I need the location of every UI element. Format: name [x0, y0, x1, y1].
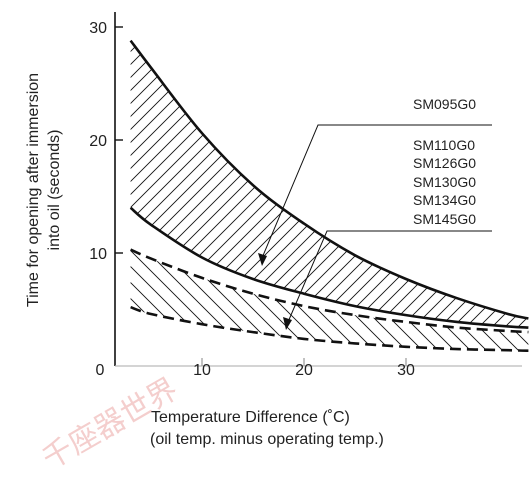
hatch-line [483, 40, 529, 328]
x-ticks: 0 10 20 30 [96, 358, 415, 379]
y-axis-title-line-2: into oil (seconds) [46, 130, 63, 251]
series-1-upper-curve [129, 39, 529, 320]
legend-label: SM134G0 [413, 192, 476, 208]
hatch-line [249, 40, 529, 328]
y-tick-label: 10 [89, 246, 107, 263]
hatch-line [130, 249, 361, 351]
hatch-line [130, 40, 157, 328]
hatch-line [130, 249, 281, 351]
hatch-line [210, 40, 529, 328]
x-tick-label: 0 [96, 362, 105, 379]
hatch-line [130, 249, 505, 351]
hatch-line [199, 249, 529, 351]
leader-line-upper [261, 124, 410, 259]
hatch-line [247, 249, 529, 351]
hatch-line [470, 40, 529, 328]
x-tick-label: 30 [397, 362, 415, 379]
hatch-line [0, 0, 130, 400]
hatch-line [130, 40, 469, 328]
hatch-line [130, 40, 404, 328]
hatch-line [130, 40, 417, 328]
y-tick-label: 30 [89, 20, 107, 37]
curves [129, 39, 529, 352]
hatch-line [496, 40, 529, 328]
hatch-line [0, 0, 26, 400]
hatch-line [130, 40, 144, 328]
hatch-line [130, 40, 287, 328]
hatch-line [519, 249, 529, 351]
leader-arrowhead [283, 317, 292, 330]
x-axis-title-line-1: Temperature Difference (˚C) [151, 409, 350, 426]
y-axis-title: Time for opening after immersion into oi… [25, 73, 63, 307]
y-axis-title-line-1: Time for opening after immersion [25, 73, 42, 307]
hatch-line [183, 249, 529, 351]
y-tick-label: 20 [89, 133, 107, 150]
legend-label: SM130G0 [413, 174, 476, 190]
hatch-line [130, 249, 441, 351]
hatch-line [130, 249, 489, 351]
leader-arrowhead [258, 253, 267, 266]
hatch-line [130, 249, 377, 351]
hatch-line [130, 249, 297, 351]
hatch-line [130, 249, 457, 351]
hatch-line [130, 249, 473, 351]
hatch-line [236, 40, 529, 328]
series-1-lower-curve [129, 206, 529, 329]
hatch-line [130, 249, 409, 351]
legend-label: SM145G0 [413, 211, 476, 227]
hatch-line [130, 40, 300, 328]
hatch-line [0, 0, 13, 400]
hatch-line [135, 249, 529, 351]
leader-line-lower [287, 230, 410, 323]
hatch-line [184, 40, 529, 328]
hatch-line [130, 249, 521, 351]
series-2-lower-curve [130, 305, 529, 352]
legend-label: SM110G0 [413, 137, 475, 153]
hatch-line [130, 249, 345, 351]
legend-label: SM095G0 [413, 96, 476, 112]
hatch-line [130, 249, 425, 351]
hatch-line [130, 40, 443, 328]
hatch-line [471, 249, 529, 351]
x-tick-label: 10 [193, 362, 211, 379]
hatch-line [130, 40, 209, 328]
hatch-line [509, 40, 529, 328]
hatch-line [167, 249, 529, 351]
legend-label: SM126G0 [413, 155, 476, 171]
hatch-line [130, 40, 430, 328]
hatch-line [151, 249, 529, 351]
series-2-upper-curve [130, 248, 529, 334]
hatch-line [215, 249, 529, 351]
hatch-line [231, 249, 529, 351]
y-ticks: 10 20 30 [89, 20, 123, 263]
x-tick-label: 20 [295, 362, 313, 379]
x-axis-title-line-2: (oil temp. minus operating temp.) [150, 431, 384, 448]
legend: SM095G0 SM110G0 SM126G0 SM130G0 SM134G0 SM145… [258, 96, 492, 330]
hatch-line [130, 249, 393, 351]
